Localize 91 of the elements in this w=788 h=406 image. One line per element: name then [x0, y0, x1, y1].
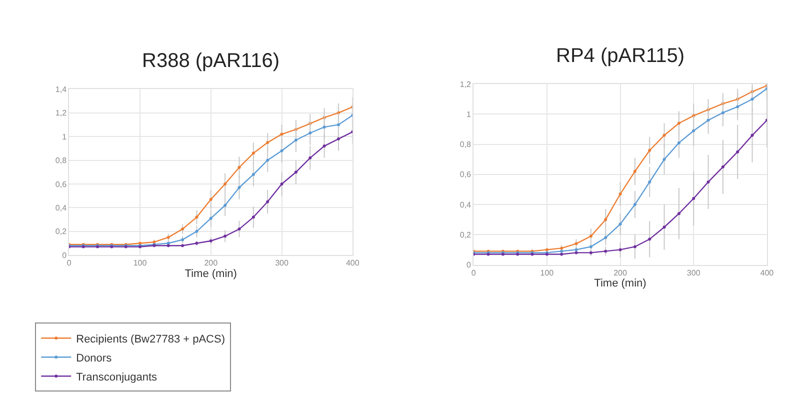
line-series [474, 118, 767, 256]
point [750, 134, 754, 137]
point [677, 141, 680, 144]
y-tick-label: 0,8 [55, 156, 68, 166]
point [721, 111, 724, 114]
point [633, 203, 636, 206]
x-axis-title: Time (min) [184, 268, 237, 280]
point [209, 198, 212, 201]
point [224, 234, 227, 238]
point [308, 156, 312, 160]
y-tick-label: 0,6 [460, 170, 472, 180]
point [280, 149, 284, 152]
point [252, 216, 255, 219]
point [662, 226, 666, 229]
point [280, 132, 284, 136]
y-tick-label: 1,2 [55, 108, 68, 118]
point [618, 192, 622, 196]
point [648, 238, 652, 241]
y-tick-label: 1 [466, 110, 472, 120]
point [633, 245, 636, 248]
y-tick-label: 0,2 [460, 230, 472, 240]
y-tick-label: 0 [62, 250, 68, 260]
point [604, 236, 608, 240]
y-tick-label: 1,4 [55, 84, 68, 94]
point [224, 204, 227, 207]
point [181, 238, 184, 242]
point [336, 123, 340, 126]
legend-label: Transconjugants [76, 371, 158, 384]
point [618, 248, 622, 252]
point [195, 216, 198, 219]
point [706, 118, 710, 122]
chart-title: RP4 (pAR115) [556, 45, 685, 67]
point [589, 234, 592, 238]
point [266, 158, 270, 162]
point [692, 197, 696, 200]
point [266, 200, 270, 204]
point [195, 230, 198, 233]
x-tick-label: 400 [760, 268, 774, 278]
point [294, 138, 298, 142]
point [209, 216, 212, 220]
point [238, 186, 241, 190]
y-tick-label: 0,4 [460, 200, 472, 210]
x-tick-label: 100 [540, 268, 554, 278]
y-tick-label: 0,6 [55, 180, 68, 189]
point [322, 144, 326, 148]
point [604, 250, 608, 253]
legend-label: Recipients (Bw27783 + pACS) [76, 333, 226, 346]
y-tick-label: 1 [62, 132, 68, 142]
point [750, 98, 754, 101]
y-tick-label: 0,8 [460, 140, 472, 150]
x-tick-label: 300 [275, 258, 289, 268]
point [280, 182, 284, 186]
point [294, 170, 298, 174]
point [662, 134, 666, 137]
point [662, 158, 666, 161]
point [692, 129, 696, 132]
legend-label: Donors [76, 352, 112, 364]
point [266, 140, 270, 144]
x-tick-label: 200 [204, 258, 218, 268]
point [721, 165, 724, 168]
x-tick-label: 100 [133, 258, 148, 268]
point [252, 152, 255, 155]
point [677, 122, 680, 125]
point [238, 166, 241, 169]
point [633, 170, 636, 173]
x-axis-title: Time (min) [594, 278, 646, 290]
point [648, 148, 652, 152]
point [336, 137, 340, 140]
point [736, 150, 740, 154]
point [308, 132, 312, 134]
point [574, 242, 578, 246]
point [238, 228, 241, 231]
point [618, 222, 622, 226]
point [322, 126, 326, 129]
point [736, 105, 740, 108]
point [706, 180, 710, 184]
x-tick-label: 200 [614, 268, 628, 278]
x-tick-label: 300 [686, 268, 701, 278]
y-tick-label: 0,2 [55, 227, 68, 236]
point [589, 245, 592, 248]
chart-title: R388 (pAR116) [142, 50, 280, 72]
point [677, 212, 680, 216]
x-tick-label: 400 [346, 258, 360, 268]
point [604, 218, 608, 222]
point [166, 236, 170, 239]
point [648, 180, 652, 184]
point [224, 182, 227, 186]
point [252, 172, 255, 176]
point [209, 239, 212, 242]
y-tick-label: 1,2 [460, 80, 472, 89]
y-tick-label: 0,4 [55, 203, 68, 212]
